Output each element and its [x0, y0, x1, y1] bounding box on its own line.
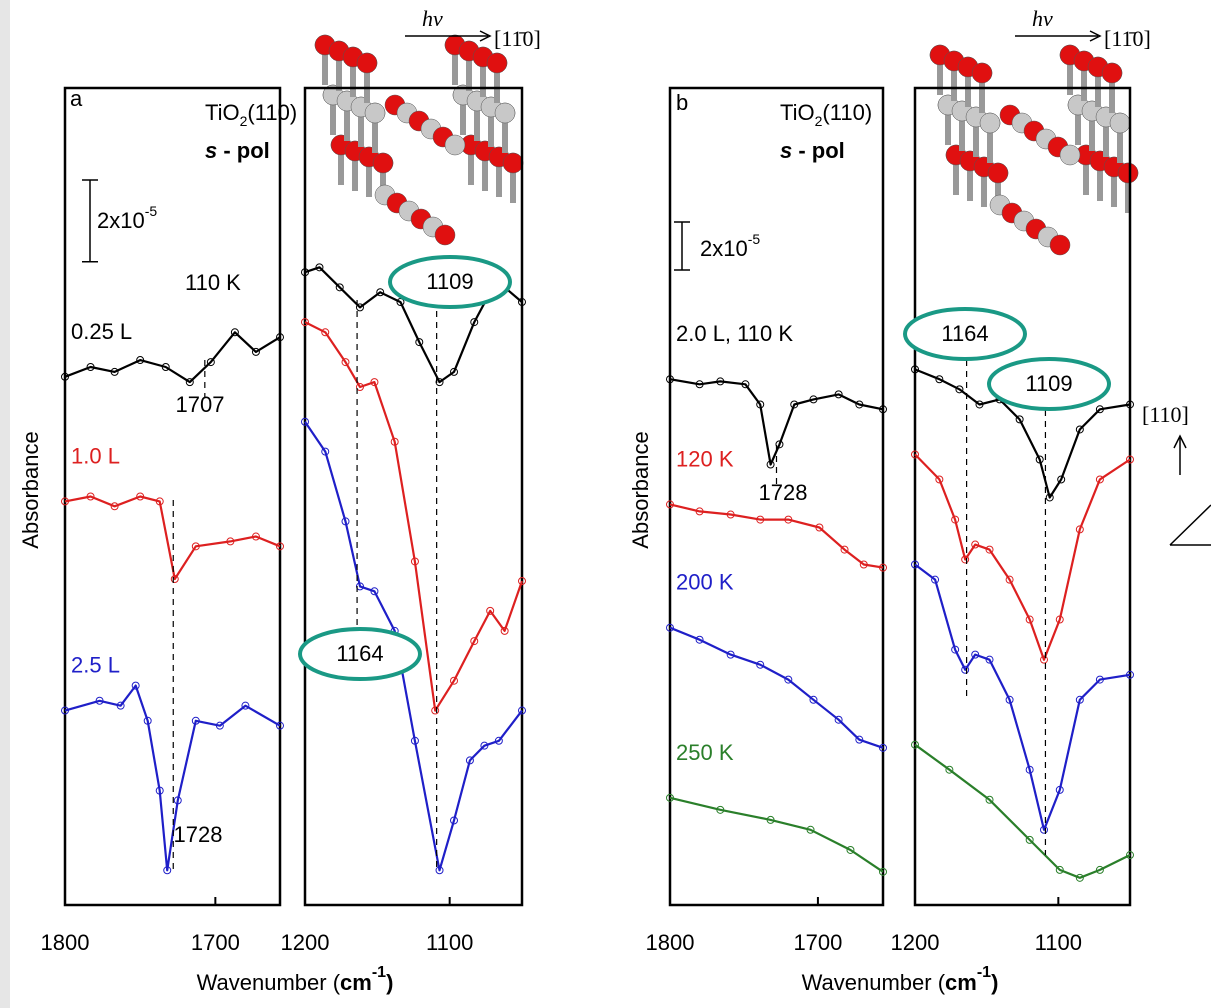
- atom: [365, 103, 385, 123]
- atom: [503, 153, 523, 173]
- material-sub: 2: [240, 113, 248, 129]
- x-tick-label: 1100: [1035, 930, 1082, 955]
- polarization: s - pol: [205, 138, 270, 163]
- x-tick-label: 1800: [41, 930, 90, 955]
- photon: hν: [422, 6, 443, 31]
- x-tick-label: 1100: [426, 930, 473, 955]
- material-sub: 2: [815, 113, 823, 129]
- edge-strip: [0, 0, 10, 1008]
- atom: [373, 153, 393, 173]
- pol-rest: - pol: [792, 138, 845, 163]
- atom: [1102, 63, 1122, 83]
- atom: [495, 103, 515, 123]
- y-axis-label: Absorbance: [628, 431, 653, 548]
- series-label: 200 K: [676, 570, 734, 595]
- atom: [1060, 145, 1080, 165]
- x-tick-label: 1700: [793, 930, 842, 955]
- atom: [435, 225, 455, 245]
- photon: hν: [1032, 6, 1053, 31]
- x-unit-exp: -1: [372, 964, 386, 981]
- x-unit-exp: -1: [977, 964, 991, 981]
- atom: [1118, 163, 1138, 183]
- material-rest: (110): [822, 100, 872, 125]
- x-unit: cm: [340, 970, 372, 995]
- x-tick-label: 1700: [191, 930, 240, 955]
- series-label: 250 K: [676, 740, 734, 765]
- peak-label: 1728: [759, 480, 808, 505]
- material: TiO2(110): [205, 100, 297, 129]
- direction: [11̄0]: [1104, 26, 1151, 51]
- peak-label: 1109: [1025, 371, 1072, 396]
- figure: a TiO2(110) s - pol 2x10-5 110 K Absorba…: [0, 0, 1211, 1008]
- x-label-end: ): [991, 970, 998, 995]
- x-tick-label: 1200: [891, 930, 940, 955]
- pol-s: s: [780, 138, 792, 163]
- x-label-end: ): [386, 970, 393, 995]
- background: [0, 0, 1211, 1008]
- peak-label: 1164: [941, 321, 988, 346]
- x-tick-label: 1800: [646, 930, 695, 955]
- series-label: 2.5 L: [71, 653, 120, 678]
- temperature-note: 110 K: [185, 270, 241, 295]
- atom: [988, 163, 1008, 183]
- material-rest: (110): [247, 100, 297, 125]
- peak-label: 1728: [174, 822, 223, 847]
- material: TiO2(110): [780, 100, 872, 129]
- atom: [972, 63, 992, 83]
- material-text: TiO: [205, 100, 240, 125]
- atom: [1110, 113, 1130, 133]
- peak-label: 1707: [176, 392, 225, 417]
- series-label: 2.0 L, 110 K: [676, 321, 793, 346]
- pol-rest: - pol: [217, 138, 270, 163]
- atom: [357, 53, 377, 73]
- x-label-text: Wavenumber (: [197, 970, 341, 995]
- panel-letter: a: [70, 86, 83, 111]
- atom: [1050, 235, 1070, 255]
- scale-base: 2x10: [700, 236, 748, 261]
- pol-s: s: [205, 138, 217, 163]
- scale-exp: -5: [145, 203, 158, 219]
- atom: [445, 135, 465, 155]
- peak-label: 1109: [426, 269, 473, 294]
- x-tick-label: 1200: [281, 930, 330, 955]
- scale-exp: -5: [748, 231, 761, 247]
- axis-note: [110]: [1142, 402, 1189, 427]
- panel-letter: b: [676, 90, 688, 115]
- material-text: TiO: [780, 100, 815, 125]
- x-label-text: Wavenumber (: [802, 970, 946, 995]
- peak-label: 1164: [336, 641, 383, 666]
- x-unit: cm: [945, 970, 977, 995]
- polarization: s - pol: [780, 138, 845, 163]
- scale-base: 2x10: [97, 208, 145, 233]
- atom: [980, 113, 1000, 133]
- series-label: 0.25 L: [71, 319, 132, 344]
- y-axis-label: Absorbance: [18, 431, 43, 548]
- direction: [11̄0]: [494, 26, 541, 51]
- atom: [487, 53, 507, 73]
- series-label: 1.0 L: [71, 443, 120, 468]
- series-label: 120 K: [676, 446, 734, 471]
